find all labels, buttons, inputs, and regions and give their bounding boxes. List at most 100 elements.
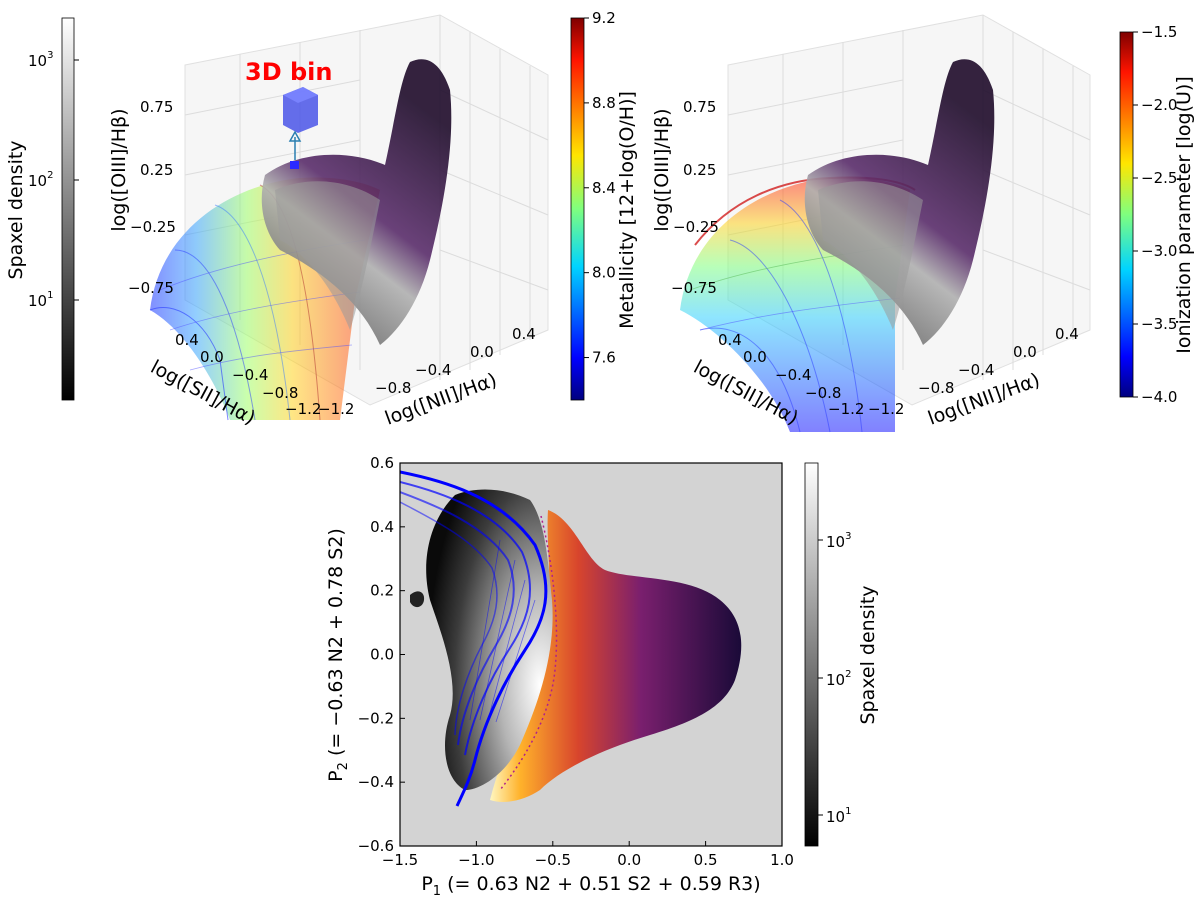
heatmap-plot-area [400, 470, 742, 807]
density-colorbar-left-tick-label: 101 [28, 290, 53, 310]
model-grid-line [214, 204, 291, 421]
model-overlay-curve [400, 491, 515, 746]
z-axis-label-2: log([OIII]/Hβ) [651, 108, 673, 231]
y-tick-2: 0.0 [743, 348, 767, 366]
y-tick-label: −0.4 [358, 773, 394, 791]
x-tick-1: −0.8 [375, 379, 411, 397]
spaxel-cloud-2 [804, 59, 995, 345]
model-grid-line [189, 344, 353, 371]
y-tick-2: −1.2 [828, 400, 864, 418]
z-tick-1: 0.25 [140, 161, 173, 179]
colorbar-tick-label: 7.6 [592, 349, 616, 367]
y-tick-2: −0.8 [805, 384, 841, 402]
heatmap-colorbar: 103 102 101 Spaxel density [804, 462, 879, 847]
colorbar-tick-label: 8.4 [592, 179, 616, 197]
metallicity-colorbar-bar [570, 17, 585, 401]
x-tick-2: 0.4 [1055, 325, 1079, 343]
heatmap-y-axis-label: P2 (= −0.63 N2 + 0.78 S2) [325, 528, 351, 782]
heatmap-y-ticks: −0.6 −0.4 −0.2 0.0 0.2 0.4 0.6 [358, 454, 405, 855]
heatmap-model-overlay [400, 470, 548, 807]
spaxel-cloud-1-grey-band [275, 181, 380, 330]
x-tick-1: −1.2 [318, 400, 354, 418]
x-tick-label: 0.0 [617, 851, 641, 869]
x-tick-label: 1.0 [770, 851, 794, 869]
x-tick-2: −1.2 [868, 400, 904, 418]
three-d-bin-label: 3D bin [245, 58, 332, 86]
metallicity-colorbar-label: Metallicity [12+log(O/H)] [616, 91, 638, 329]
z-tick-1: 0.75 [140, 98, 173, 116]
model-grid-line [729, 239, 831, 433]
model-grid-line [149, 306, 229, 421]
colorbar-tick-label: −2.0 [1141, 96, 1177, 114]
colorbar-tick-label: −3.0 [1141, 242, 1177, 260]
x-tick-1: 0.4 [512, 325, 536, 343]
x-tick-label: 0.5 [694, 851, 718, 869]
x-tick-2: 0.0 [1013, 343, 1037, 361]
model-grid-line [699, 297, 901, 331]
heatmap-colored-region [490, 510, 742, 802]
panel-3d-ionization: 0.75 0.25 −0.25 −0.75 log([OIII]/Hβ) 0.4… [651, 14, 1195, 433]
model-grid-line [174, 249, 256, 421]
z-tick-1: −0.25 [130, 218, 176, 236]
model-overlay-mesh [469, 539, 536, 723]
x-tick-2: −0.8 [918, 379, 954, 397]
y-tick-label: 0.6 [370, 454, 394, 472]
panel-3d-metallicity: 103 102 101 Spaxel density [5, 9, 638, 430]
three-d-bin-annotation: 3D bin [245, 58, 332, 169]
z-tick-2: 0.25 [683, 161, 716, 179]
colorbar-tick-label: −4.0 [1141, 388, 1177, 406]
heatmap-colorbar-bar [804, 462, 819, 847]
ionization-colorbar-bar [1119, 31, 1134, 398]
colorbar-tick-label: −3.5 [1141, 315, 1177, 333]
heatmap-colorbar-tick-label: 101 [826, 806, 851, 826]
metallicity-colorbar: 9.2 8.8 8.4 8.0 7.6 Metallicity [12+log(O/H)… [570, 9, 638, 401]
z-tick-1: −0.75 [128, 279, 174, 297]
colorbar-tick-label: −2.5 [1141, 169, 1177, 187]
z-tick-2: −0.25 [673, 218, 719, 236]
y-tick-label: 0.2 [370, 582, 394, 600]
y-tick-label: 0.4 [370, 518, 394, 536]
y-tick-1: −0.4 [232, 366, 268, 384]
model-grid-line [779, 199, 863, 433]
y-tick-2: −0.4 [775, 366, 811, 384]
three-d-bin-cube-top [283, 87, 318, 103]
ionization-colorbar-label: Ionization parameter [log(U)] [1173, 76, 1195, 353]
heatmap-x-ticks: −1.5 −1.0 −0.5 0.0 0.5 1.0 [382, 841, 794, 869]
y-tick-label: −0.6 [358, 837, 394, 855]
heatmap-colorbar-label: Spaxel density [857, 585, 879, 724]
density-colorbar-left-bar [61, 17, 75, 401]
x-tick-label: −1.5 [382, 851, 418, 869]
x-tick-2: −0.4 [958, 361, 994, 379]
three-d-bin-small-cube [290, 161, 299, 169]
heatmap-boundary-line [499, 515, 558, 791]
panel-2d-projection: −1.5 −1.0 −0.5 0.0 0.5 1.0 −0.6 −0.4 −0.2 0.0 0.2… [325, 454, 879, 899]
y-tick-1: −0.8 [262, 384, 298, 402]
y-tick-1: 0.4 [175, 331, 199, 349]
y-tick-1: −1.2 [285, 400, 321, 418]
y-tick-1: 0.0 [200, 348, 224, 366]
colorbar-tick-label: −1.5 [1141, 23, 1177, 41]
heatmap-left-blob [410, 591, 425, 608]
ionization-colorbar: −1.5 −2.0 −2.5 −3.0 −3.5 −4.0 Ionization para… [1119, 23, 1195, 406]
model-overlay-curve [400, 470, 548, 807]
heatmap-colorbar-tick-label: 102 [826, 669, 851, 689]
density-colorbar-left-tick-label: 103 [28, 50, 53, 70]
model-overlay-curve [400, 501, 498, 736]
y-tick-label: 0.0 [370, 646, 394, 664]
heatmap-colorbar-tick-label: 103 [826, 531, 851, 551]
three-d-bin-arrowhead [288, 130, 302, 142]
x-tick-label: −1.0 [458, 851, 494, 869]
colorbar-tick-label: 9.2 [592, 9, 616, 27]
z-tick-2: 0.75 [683, 98, 716, 116]
density-colorbar-left-label: Spaxel density [5, 140, 27, 279]
x-tick-1: 0.0 [470, 343, 494, 361]
colorbar-tick-label: 8.8 [592, 94, 616, 112]
colorbar-tick-label: 8.0 [592, 264, 616, 282]
x-tick-1: −0.4 [415, 361, 451, 379]
model-grid-line [699, 327, 801, 433]
z-axis-label-1: log([OIII]/Hβ) [108, 108, 130, 231]
y-tick-2: 0.4 [718, 331, 742, 349]
ionization-colorbar-ticks: −1.5 −2.0 −2.5 −3.0 −3.5 −4.0 [1133, 23, 1177, 406]
x-tick-label: −0.5 [535, 851, 571, 869]
y-tick-label: −0.2 [358, 709, 394, 727]
